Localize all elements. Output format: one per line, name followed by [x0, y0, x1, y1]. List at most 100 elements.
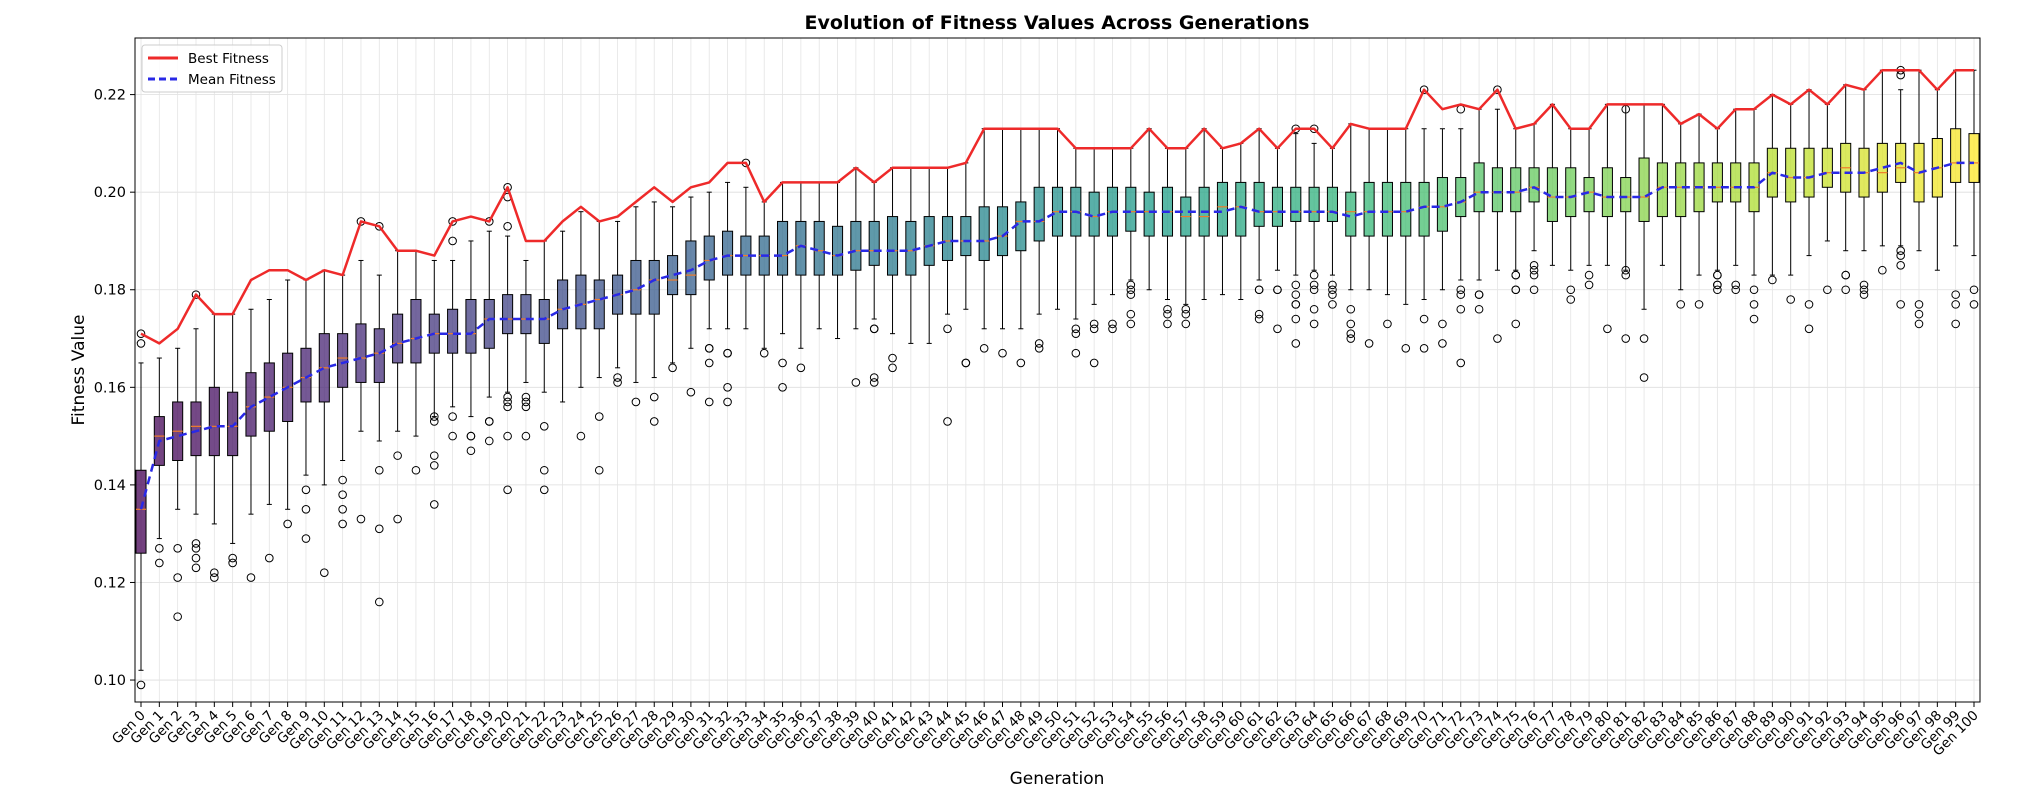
box-gen-66	[1345, 123, 1357, 343]
outlier-point	[1108, 324, 1117, 334]
y-tick-label: 0.20	[94, 185, 126, 201]
outlier-point	[778, 383, 787, 392]
outlier-point	[539, 422, 549, 431]
outlier-point	[1511, 285, 1521, 295]
box-iqr	[1565, 167, 1577, 218]
box-gen-95	[1876, 69, 1888, 275]
box-iqr	[685, 240, 697, 296]
outlier-point	[613, 378, 622, 387]
outlier-point	[1914, 300, 1924, 309]
box-iqr	[1601, 167, 1613, 218]
outlier-point	[191, 544, 201, 553]
box-gen-49	[1033, 128, 1045, 353]
outlier-point	[723, 348, 732, 358]
outlier-point	[1529, 285, 1539, 295]
outlier-point	[1254, 309, 1264, 319]
line-layer	[139, 68, 1974, 510]
outlier-point	[1108, 319, 1117, 329]
outlier-point	[503, 402, 512, 412]
outlier-point	[961, 358, 971, 368]
box-iqr	[1216, 181, 1229, 237]
box-gen-30	[685, 196, 697, 397]
box-gen-92	[1821, 103, 1833, 295]
box-gen-28	[648, 201, 660, 426]
outlier-point	[1584, 270, 1594, 280]
outlier-point	[1823, 285, 1832, 295]
outlier-point	[1309, 280, 1319, 290]
box-iqr	[135, 469, 147, 554]
box-gen-35	[777, 181, 789, 392]
outlier-point	[173, 612, 182, 621]
outlier-point	[1529, 261, 1539, 270]
box-iqr	[886, 216, 899, 276]
box-iqr	[1271, 186, 1284, 227]
outlier-point	[704, 358, 714, 368]
outlier-point	[1309, 319, 1319, 329]
outlier-point	[155, 544, 164, 553]
y-axis-label: Fitness Value	[69, 315, 89, 426]
outlier-point	[1621, 265, 1631, 275]
outlier-point	[429, 500, 439, 509]
outlier-point	[1383, 319, 1392, 329]
box-iqr	[868, 220, 880, 266]
outlier-point	[1713, 285, 1722, 295]
outlier-point	[1181, 319, 1191, 329]
box-iqr	[960, 216, 972, 257]
outlier-point	[191, 290, 201, 299]
outlier-point	[521, 392, 531, 402]
outlier-point	[374, 465, 384, 475]
outlier-point	[1474, 304, 1484, 314]
outlier-point	[1456, 285, 1466, 295]
outlier-point	[429, 417, 439, 426]
outlier-point	[448, 412, 457, 421]
outlier-point	[320, 568, 329, 578]
outlier-point	[869, 373, 879, 382]
box-iqr	[1363, 181, 1375, 237]
box-iqr	[575, 274, 587, 330]
best-fitness-line	[140, 68, 1974, 345]
box-gen-63	[1290, 124, 1302, 348]
outlier-point	[1254, 285, 1264, 295]
outlier-point	[851, 378, 861, 387]
box-iqr	[703, 235, 715, 281]
box-gen-39	[850, 167, 862, 387]
outlier-point	[888, 363, 897, 373]
outlier-point	[429, 412, 439, 421]
outlier-point	[1309, 304, 1319, 314]
box-gen-7	[263, 299, 275, 563]
outlier-point	[191, 539, 201, 548]
chart-title: Evolution of Fitness Values Across Gener…	[805, 12, 1310, 34]
outlier-point	[1273, 285, 1282, 295]
outlier-point	[1969, 300, 1979, 309]
outlier-point	[1181, 304, 1191, 314]
outlier-point	[649, 392, 659, 402]
outlier-point	[301, 534, 311, 543]
outlier-point	[1749, 300, 1759, 309]
box-iqr	[1968, 133, 1980, 183]
box-gen-11	[337, 274, 349, 529]
outlier-point	[1731, 280, 1741, 290]
outlier-point	[1859, 280, 1869, 290]
box-iqr	[722, 230, 734, 276]
box-iqr	[813, 220, 825, 276]
box-iqr	[1620, 177, 1632, 213]
box-gen-38	[831, 181, 844, 340]
outlier-point	[1456, 358, 1466, 368]
outlier-point	[1089, 324, 1099, 334]
outlier-point	[1328, 300, 1337, 309]
outlier-point	[466, 431, 476, 441]
outlier-point	[1474, 290, 1484, 299]
box-gen-75	[1510, 128, 1522, 329]
outlier-point	[1328, 285, 1337, 295]
box-iqr	[1308, 186, 1320, 222]
box-gen-0	[135, 329, 147, 690]
outlier-point	[1713, 270, 1722, 280]
box-iqr	[1033, 186, 1045, 242]
outlier-point	[1419, 343, 1429, 353]
y-tick-label: 0.22	[94, 88, 126, 104]
box-gen-2	[172, 347, 184, 621]
box-iqr	[1143, 191, 1155, 237]
box-iqr	[1326, 186, 1338, 222]
outlier-point	[1804, 324, 1814, 334]
outlier-point	[1291, 314, 1301, 324]
